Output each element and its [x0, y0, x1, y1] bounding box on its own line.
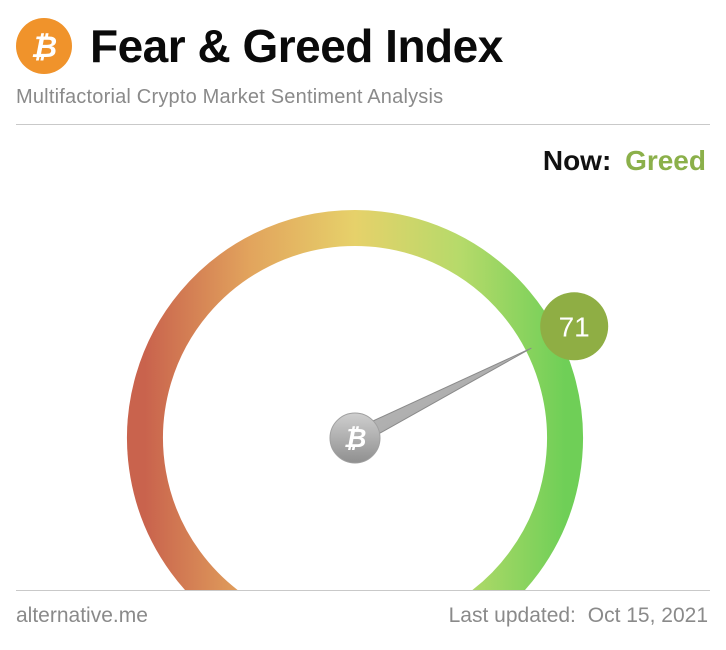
last-updated: Last updated: Oct 15, 2021	[449, 604, 708, 628]
value-badge-text: 71	[559, 311, 590, 342]
gauge-arc	[127, 210, 583, 590]
gauge-hub: ₿	[329, 412, 381, 464]
logo-glyph: ₿	[31, 31, 57, 64]
header-divider	[16, 124, 710, 125]
bitcoin-logo-icon: ₿	[16, 18, 72, 74]
now-value: Greed	[625, 145, 706, 176]
page-subtitle: Multifactorial Crypto Market Sentiment A…	[16, 86, 444, 108]
page-title: Fear & Greed Index	[90, 20, 503, 72]
hub-bitcoin-icon: ₿	[344, 423, 367, 453]
fear-greed-gauge: ₿ 71	[127, 210, 609, 590]
value-badge: 71	[540, 292, 609, 361]
current-sentiment: Now: Greed	[543, 145, 706, 177]
source-label: alternative.me	[16, 604, 148, 627]
last-updated-date: Oct 15, 2021	[587, 604, 708, 627]
footer-divider	[16, 590, 710, 591]
now-label: Now:	[542, 145, 612, 176]
last-updated-label: Last updated:	[448, 604, 576, 627]
